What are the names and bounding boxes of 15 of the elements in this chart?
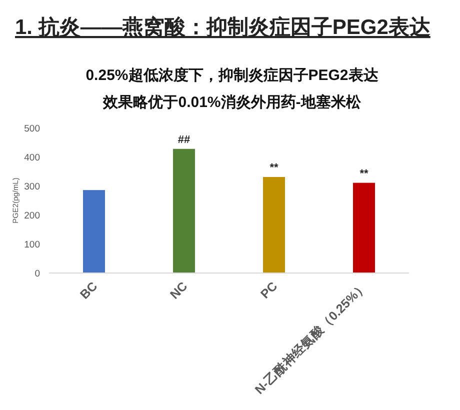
note: 效果略优于0.01%消炎外用药-地塞米松 [103,94,361,111]
y-tick-label: 500 [24,124,40,134]
annotation: ** [270,162,278,174]
x-tick-label: PC [258,279,280,302]
y-tick-label: 400 [24,152,40,164]
annotation: ** [360,168,368,180]
y-tick-label: 200 [24,210,40,222]
y-tick-label: 0 [34,268,40,280]
x-tick-label: NC [167,279,190,302]
x-tick-label: BC [77,279,100,302]
annotation: ## [178,134,190,146]
title: 1. 抗炎——燕窝酸：抑制炎症因子PEG2表达 [15,16,430,39]
subtitle: 0.25%超低浓度下，抑制炎症因子PEG2表达 [86,67,378,84]
y-tick-label: 100 [24,240,40,250]
y-tick-label: 300 [24,182,40,192]
